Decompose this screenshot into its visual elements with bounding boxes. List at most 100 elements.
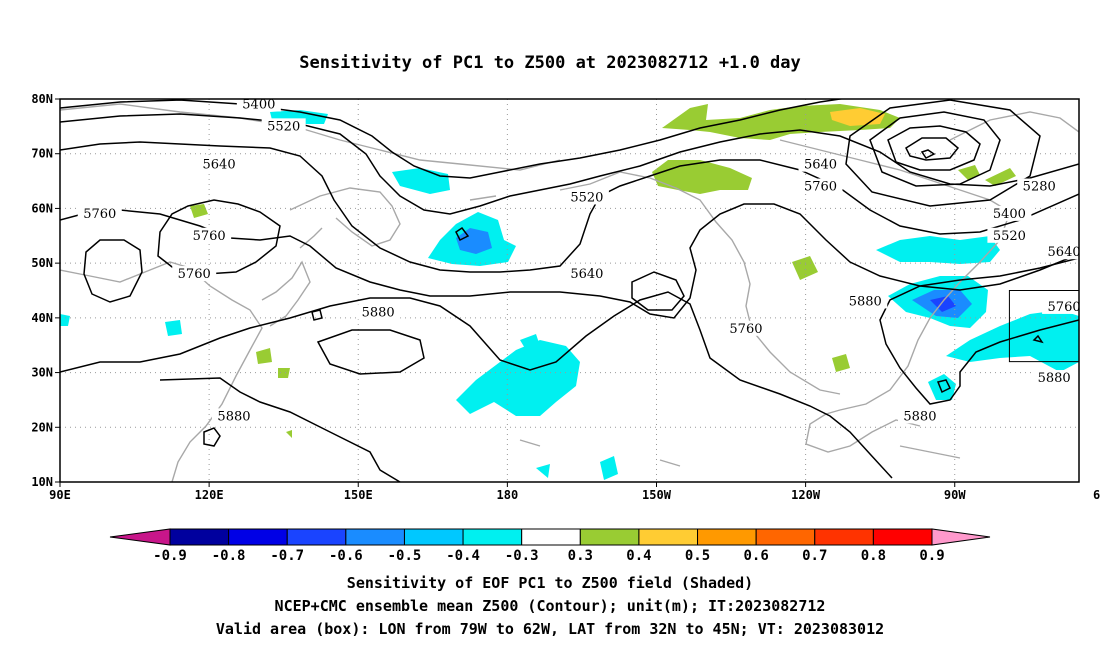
colorbar-box (345, 528, 405, 546)
contour-label-bg (564, 266, 609, 282)
colorbar-boxes (169, 528, 933, 546)
coastlines (60, 103, 1079, 482)
lon-tick-label: 150E (344, 488, 373, 502)
figure-captions: Sensitivity of EOF PC1 to Z500 field (Sh… (216, 574, 884, 638)
contour-label-bg (798, 178, 843, 194)
contour-5760-outer (60, 203, 1079, 319)
contour-label-bg (987, 205, 1032, 221)
lat-tick-label: 80N (31, 92, 53, 106)
contour-label: 5880 (903, 409, 936, 424)
colorbar-box (872, 528, 933, 546)
coast-islands (469, 195, 961, 467)
coast-gulf-mexico (805, 413, 921, 453)
lon-tick-label: 180 (497, 488, 519, 502)
figure-title: Sensitivity of PC1 to Z500 at 2023082712… (299, 53, 801, 73)
colorbar-tick-label: -0.9 (153, 548, 187, 564)
contour-labels: 5400 5520 5640 5760 5760 5760 5880 5880 5520 5640… (77, 97, 1081, 424)
colorbar-box (228, 528, 288, 546)
contour-5280-low (887, 125, 981, 171)
contour-label: 5520 (993, 229, 1026, 244)
contour-label: 5760 (83, 207, 116, 222)
map-frame (59, 98, 1080, 483)
coast-us-east (825, 211, 1011, 415)
contour-label: 5760 (178, 267, 211, 282)
colorbar-tick-label: -0.6 (329, 548, 363, 564)
contour-label: 5880 (362, 305, 395, 320)
contour-label-bg (723, 320, 768, 336)
contour-label-bg (236, 99, 281, 112)
contour-5760-highpoly (631, 271, 685, 311)
contour-label-bg (564, 189, 609, 205)
lon-tick-label: 120E (195, 488, 224, 502)
contour-label-bg (187, 227, 232, 243)
contour-label-bg (1032, 370, 1077, 386)
contour-label-bg (211, 408, 256, 424)
lat-tick-label: 30N (31, 366, 53, 380)
shade-blue-aleutian (456, 228, 492, 254)
colorbar-box (403, 528, 464, 546)
shade-cyan-atlantic (946, 310, 1079, 372)
colorbar-tick-label: 0.8 (861, 548, 886, 564)
contour-label: 5640 (570, 267, 603, 282)
lat-tick-label: 20N (31, 420, 53, 434)
contour-label-bg (77, 205, 122, 221)
contour-label-bg (261, 118, 306, 134)
colorbar-tick-label: 0.7 (802, 548, 827, 564)
contour-cutoff-bermuda (936, 379, 952, 394)
valid-area-box (1008, 290, 1079, 363)
contour-label-bg (1017, 178, 1062, 194)
contour-5880-inner (316, 329, 425, 375)
lat-tick-label: 40N (31, 311, 53, 325)
contour-low-center-2 (920, 149, 936, 159)
contour-label: 5880 (849, 294, 882, 309)
shade-cyan-bermuda (928, 374, 956, 400)
contour-label: 5880 (217, 409, 250, 424)
shade-cyan-us-east (876, 236, 1000, 264)
colorbar-tick-label: -0.3 (505, 548, 539, 564)
map-panel: 5400 5520 5640 5760 5760 5760 5880 5880 5520 5640… (31, 92, 1100, 502)
contour-label-bg (1042, 244, 1079, 260)
coast-canada-north (779, 139, 1011, 213)
contour-ring-4 (845, 99, 1041, 207)
colorbar-tick-label: 0.4 (626, 548, 651, 564)
contour-label: 5400 (242, 97, 275, 112)
colorbar-tick-label: -0.4 (446, 548, 480, 564)
contour-label: 5760 (193, 229, 226, 244)
lon-tick-label: 90W (944, 488, 966, 502)
coast-siberia-north (60, 103, 561, 171)
coast-alaska (559, 171, 841, 395)
shade-green-alaska (652, 160, 752, 194)
contour-low-center-1 (905, 137, 960, 161)
contour-5880-small-2 (203, 427, 221, 447)
contour-label-bg (798, 156, 843, 172)
lat-tick-label: 50N (31, 256, 53, 270)
coast-kamchatka (289, 187, 401, 247)
colorbar-tick-label: 0.3 (568, 548, 593, 564)
contour-label-bg (987, 227, 1032, 243)
shade-cyan-small-1 (520, 334, 618, 480)
contour-cutoff-aleutian (455, 226, 470, 242)
contour-label: 5400 (993, 207, 1026, 222)
contour-label: 5640 (203, 158, 236, 173)
colorbar-box (169, 528, 230, 546)
colorbar-tick-label: 0.9 (919, 548, 944, 564)
shade-darkblue-nyc (930, 296, 956, 312)
contour-label: 5640 (804, 158, 837, 173)
colorbar-tick-label: -0.8 (212, 548, 246, 564)
contour-label: 5760 (1048, 300, 1081, 315)
colorbar-tick-label: -0.5 (388, 548, 422, 564)
lat-tick-label: 10N (31, 475, 53, 489)
contour-label: 5640 (1048, 245, 1081, 260)
colorbar-box (755, 528, 816, 546)
lon-tick-label: 60W (1093, 488, 1100, 502)
colorbar-box (521, 528, 581, 546)
colorbar-box (814, 528, 874, 546)
contour-label: 5280 (1023, 180, 1056, 195)
colorbar-tick-label: -0.7 (270, 548, 304, 564)
colorbar: -0.9 -0.8 -0.7 -0.6 -0.5 -0.4 -0.3 0.3 0.4 0.5 0.6… (109, 528, 991, 564)
contour-5880-west (60, 291, 893, 479)
contour-5760-gyre (83, 239, 143, 303)
colorbar-box (286, 528, 347, 546)
contour-5760-inner (157, 199, 281, 275)
